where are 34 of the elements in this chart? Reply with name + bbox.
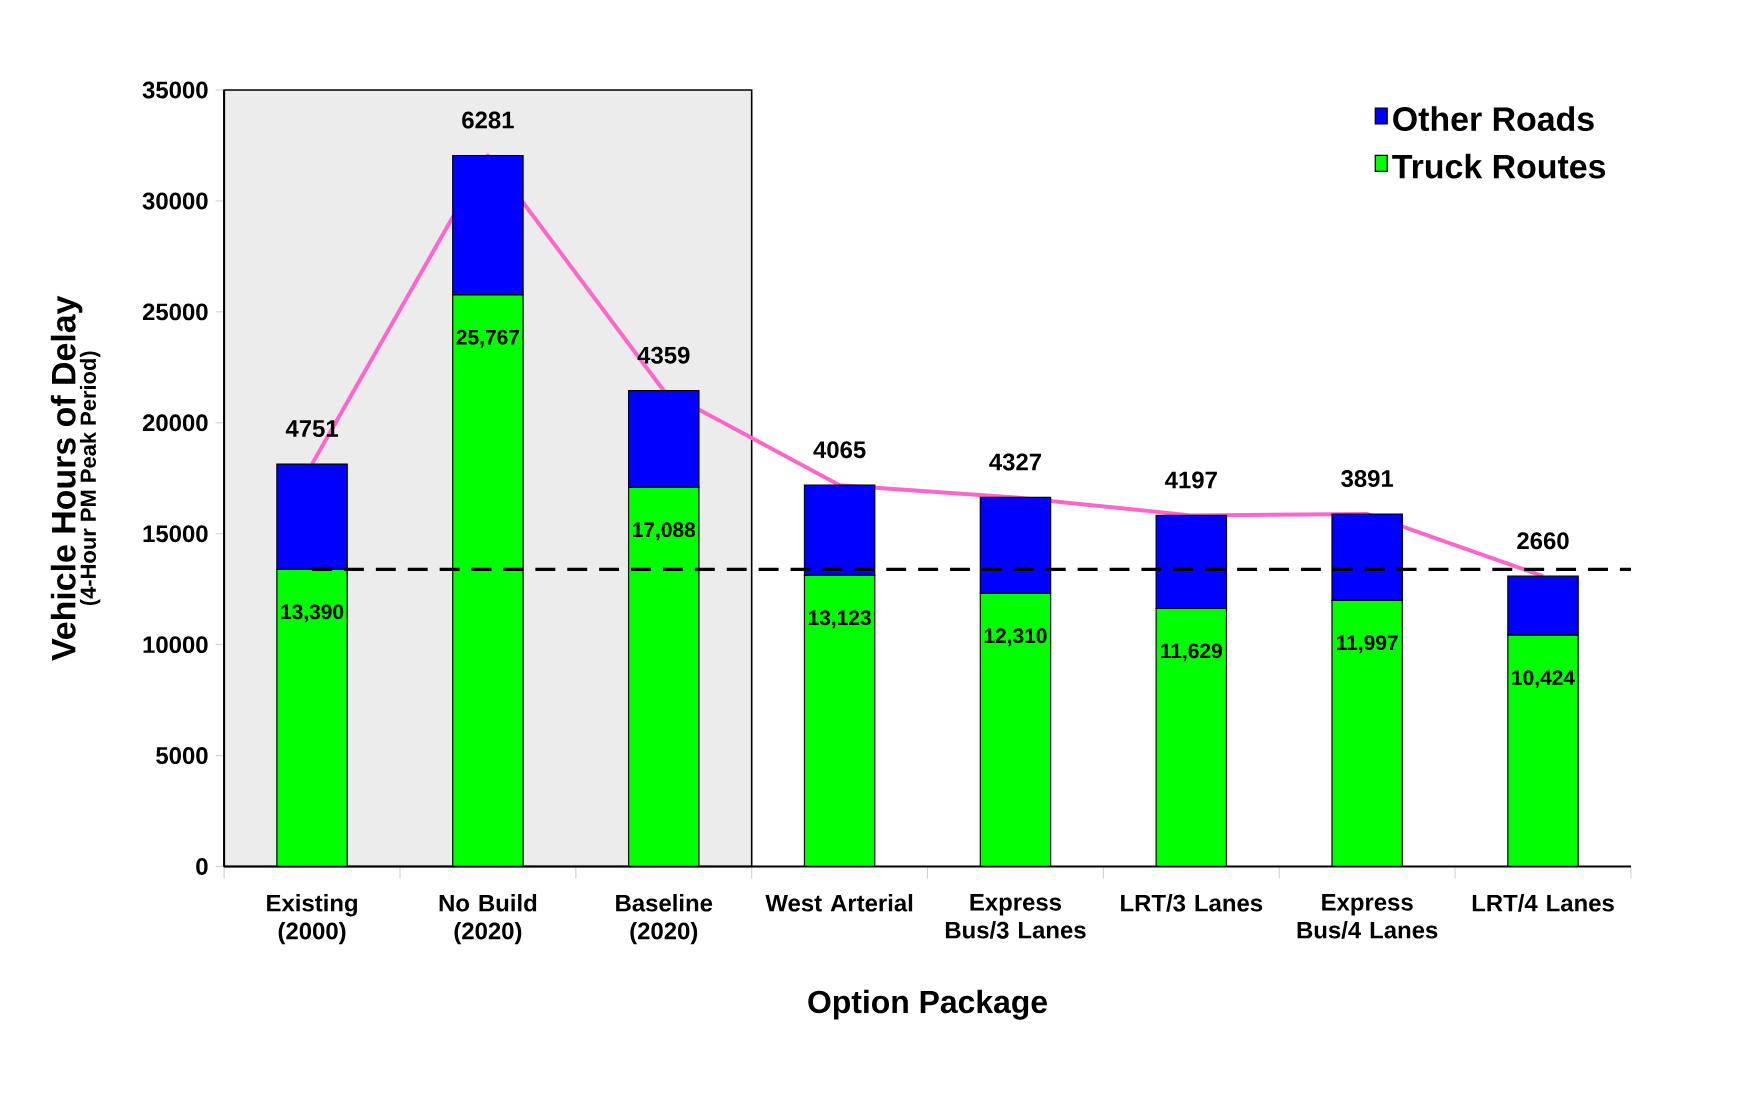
x-tick-label: Existing (2000)	[267, 894, 357, 945]
data-label: 2660	[1517, 532, 1569, 550]
x-tick-label: Express Bus/4 Lanes	[1297, 894, 1438, 940]
y-tick-label: 35000	[142, 81, 208, 99]
data-label: 11,997	[1337, 635, 1398, 654]
data-label: 11,629	[1161, 643, 1222, 662]
data-label: 10,424	[1512, 670, 1575, 689]
data-label: 3891	[1341, 470, 1394, 488]
x-axis-title: Option Package	[808, 989, 1047, 1020]
y-tick-label: 15000	[143, 525, 208, 543]
data-label: 4197	[1165, 471, 1217, 489]
y-tick-label: 20000	[142, 414, 208, 432]
y-tick-label: 0	[196, 858, 208, 876]
legend-label: Other Roads	[1393, 106, 1594, 132]
x-tick-label: Express Bus/3 Lanes	[945, 894, 1086, 940]
data-label: 17,088	[633, 522, 696, 541]
legend-label: Truck Routes	[1392, 153, 1606, 179]
x-tick-label: No Build (2020)	[439, 894, 537, 945]
data-label: 25,767	[456, 330, 519, 348]
y-tick-label: 5000	[156, 747, 208, 765]
data-label: 13,390	[281, 604, 344, 623]
data-label: 4065	[813, 441, 866, 459]
x-tick-label: Baseline (2020)	[616, 894, 713, 945]
data-label: 6281	[462, 111, 514, 129]
data-label: 13,123	[808, 610, 871, 629]
y-tick-label: 25000	[142, 303, 208, 321]
x-tick-label: West Arterial	[765, 894, 913, 912]
data-label: 4359	[637, 346, 690, 364]
y-tick-label: 30000	[142, 192, 208, 210]
x-tick-label: LRT/4 Lanes	[1472, 894, 1614, 912]
x-tick-label: LRT/3 Lanes	[1121, 894, 1263, 912]
data-label: 4327	[989, 453, 1042, 471]
data-label: 12,310	[984, 628, 1047, 647]
y-tick-label: 10000	[143, 636, 208, 654]
